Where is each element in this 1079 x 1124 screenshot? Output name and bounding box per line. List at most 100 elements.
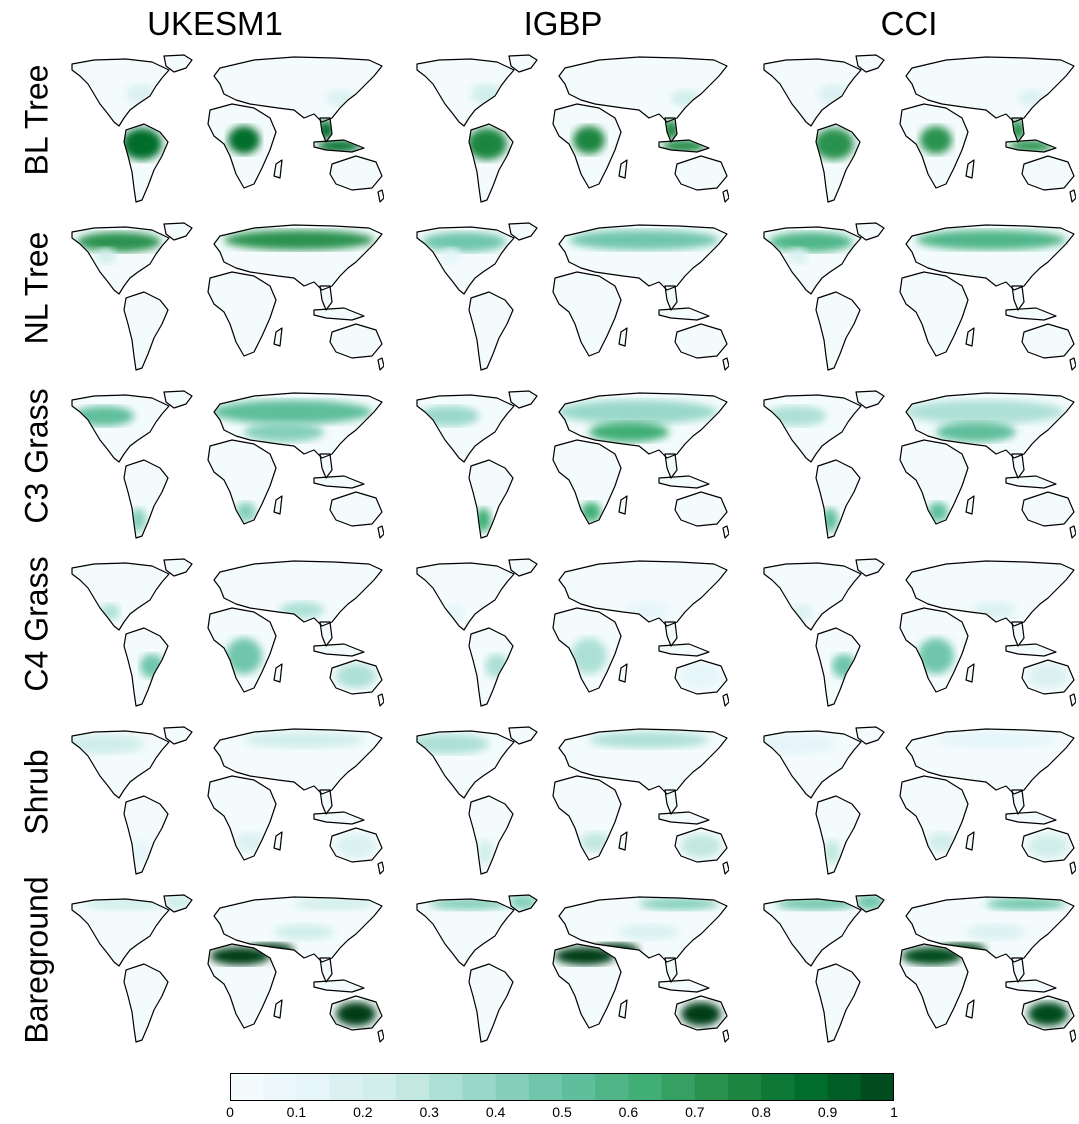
- fraction-region-midlat: [936, 422, 1016, 442]
- coastline-madagascar: [965, 327, 975, 347]
- coastline-greenland: [508, 54, 538, 73]
- coastline-southAmerica: [815, 795, 861, 875]
- coastline-southAmerica: [815, 123, 861, 203]
- coastline-australia: [1021, 659, 1075, 695]
- fraction-region-midlat: [625, 602, 669, 618]
- coastline-indochina: [664, 621, 678, 647]
- coastline-africa: [899, 271, 969, 357]
- fraction-region-midlat: [441, 248, 461, 264]
- fraction-region-boreal: [936, 732, 1056, 748]
- fraction-region-boreal: [769, 232, 853, 252]
- fraction-region-tropics: [469, 128, 507, 160]
- coastline-australia: [674, 827, 728, 863]
- coastline-newzealand: [377, 525, 384, 539]
- land-indochina: [320, 286, 332, 310]
- coastline-eurasia: [905, 896, 1075, 963]
- coastline-greenland: [163, 54, 193, 73]
- coastline-northAmerica: [416, 730, 515, 799]
- land-northAmerica: [764, 563, 861, 630]
- world-map: [71, 222, 384, 371]
- coastline-greenland: [855, 726, 885, 745]
- coastline-eurasia: [213, 728, 383, 795]
- coastline-greenland: [508, 390, 538, 409]
- coastline-southAmerica: [468, 459, 514, 539]
- coastline-indochina: [319, 789, 333, 815]
- land-northAmerica: [417, 563, 514, 630]
- land-indochina: [1012, 454, 1024, 478]
- map-panel-shrub-igbp: [409, 724, 729, 884]
- colorbar-bin: [794, 1073, 829, 1101]
- world-map: [416, 726, 729, 875]
- coastline-indonesia: [658, 643, 710, 657]
- coastline-madagascar: [618, 663, 628, 683]
- coastline-indonesia: [1005, 643, 1057, 657]
- land-southAmerica: [124, 964, 168, 1042]
- coastline-eurasia: [558, 56, 728, 123]
- coastline-northAmerica: [71, 394, 170, 463]
- land-australia: [675, 156, 727, 190]
- coastline-southAmerica: [815, 963, 861, 1043]
- world-map: [71, 558, 384, 707]
- land-eurasia: [214, 561, 382, 626]
- map-panel-bareground-igbp: [409, 892, 729, 1052]
- coastline-eurasia: [905, 560, 1075, 627]
- coastline-greenland: [855, 894, 885, 913]
- coastline-newzealand: [722, 189, 729, 203]
- coastline-southAmerica: [468, 627, 514, 707]
- coastline-australia: [674, 491, 728, 527]
- coastline-newzealand: [1069, 525, 1076, 539]
- fraction-region-midlat: [336, 834, 376, 858]
- coastline-indochina: [1011, 789, 1025, 815]
- colorbar-tick-label: 0.5: [552, 1104, 572, 1120]
- coastline-australia: [329, 155, 383, 191]
- row-label-c3-grass: C3 Grass: [18, 388, 55, 524]
- land-africa: [208, 944, 276, 1028]
- coastline-northAmerica: [763, 730, 862, 799]
- coastline-africa: [552, 271, 622, 357]
- coastline-madagascar: [618, 831, 628, 851]
- coastline-greenland: [508, 222, 538, 241]
- fraction-region-boreal: [417, 734, 489, 754]
- coastline-southAmerica: [468, 291, 514, 371]
- coastline-australia: [1021, 995, 1075, 1031]
- coastline-newzealand: [1069, 1029, 1076, 1043]
- fraction-region-tropics: [132, 840, 148, 864]
- land-africa: [553, 440, 621, 524]
- fraction-region-boreal: [906, 400, 1064, 424]
- fraction-region-tropics: [485, 654, 509, 678]
- world-map: [71, 54, 384, 203]
- coastline-northAmerica: [763, 898, 862, 967]
- land-indochina: [320, 790, 332, 814]
- fraction-region-midlat: [236, 502, 256, 522]
- coastline-indochina: [319, 957, 333, 983]
- land-africa: [553, 944, 621, 1028]
- coastline-southAmerica: [123, 795, 169, 875]
- fraction-region-tropics: [477, 840, 493, 864]
- colorbar-border: [230, 1073, 894, 1101]
- coastline-indonesia: [658, 475, 710, 489]
- coastline-eurasia: [213, 896, 383, 963]
- coastline-eurasia: [558, 896, 728, 963]
- fraction-region-midlat: [1028, 834, 1068, 858]
- coastline-eurasia: [558, 728, 728, 795]
- coastline-greenland: [163, 726, 193, 745]
- fraction-region-midlat: [336, 664, 376, 688]
- map-panel-nl-tree-cci: [756, 220, 1076, 380]
- fraction-region-midlat: [581, 502, 601, 522]
- fraction-region-boreal: [986, 898, 1066, 910]
- coastline-newzealand: [1069, 861, 1076, 875]
- fraction-region-boreal: [569, 230, 719, 250]
- coastline-africa: [552, 439, 622, 525]
- coastline-indonesia: [1005, 139, 1057, 153]
- map-panel-c4-grass-igbp: [409, 556, 729, 716]
- fraction-region-midlat: [966, 924, 1026, 940]
- coastline-indonesia: [658, 811, 710, 825]
- map-panel-nl-tree-ukesm1: [64, 220, 384, 380]
- coastline-madagascar: [273, 999, 283, 1019]
- land-australia: [675, 324, 727, 358]
- map-panel-c3-grass-igbp: [409, 388, 729, 548]
- row-label-bareground: Bareground: [18, 876, 55, 1044]
- coastline-newzealand: [1069, 357, 1076, 371]
- fraction-region-midlat: [681, 664, 721, 688]
- fraction-region-boreal: [164, 895, 192, 910]
